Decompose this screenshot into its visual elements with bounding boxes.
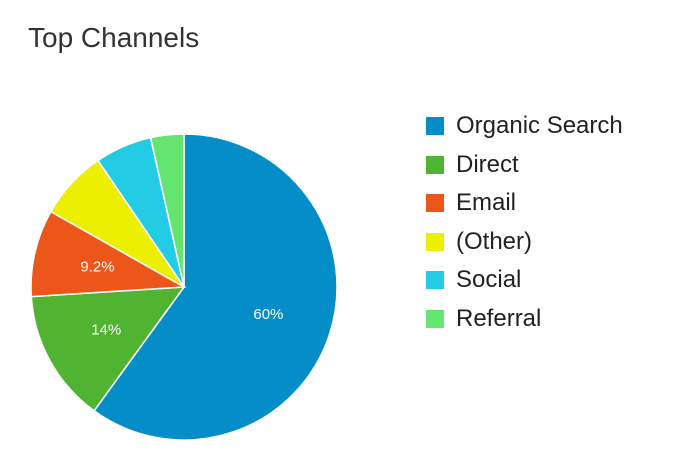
legend-item-social: Social: [426, 261, 623, 300]
legend-swatch-referral: [426, 309, 444, 328]
slice-label-organic-search: 60%: [253, 306, 283, 323]
legend-item-organic-search: Organic Search: [426, 107, 623, 146]
legend-label-other: (Other): [456, 227, 533, 255]
legend-item-direct: Direct: [426, 146, 623, 185]
pie-slice-email: [30, 210, 187, 298]
legend-label-email: Email: [456, 189, 517, 217]
legend-swatch-email: [426, 194, 444, 213]
legend-label-direct: Direct: [456, 150, 519, 178]
legend-swatch-social: [426, 271, 444, 290]
legend-item-other: (Other): [426, 223, 623, 262]
legend-swatch-direct: [426, 155, 444, 174]
legend-item-email: Email: [426, 184, 623, 223]
slice-label-email: 9.2%: [80, 259, 114, 276]
legend-label-organic-search: Organic Search: [456, 112, 623, 140]
legend-item-referral: Referral: [426, 300, 623, 339]
pie-slice-direct: [30, 286, 186, 412]
legend: Organic Search Direct Email (Other) Social Re…: [426, 107, 623, 338]
legend-swatch-organic-search: [426, 117, 444, 136]
pie-slice-organic-search: [93, 133, 338, 441]
legend-label-referral: Referral: [456, 304, 542, 332]
chart-title: Top Channels: [28, 22, 200, 53]
legend-swatch-other: [426, 232, 444, 251]
pie-slice-referral: [149, 133, 185, 288]
legend-label-social: Social: [456, 266, 522, 294]
slice-label-direct: 14%: [91, 321, 121, 338]
